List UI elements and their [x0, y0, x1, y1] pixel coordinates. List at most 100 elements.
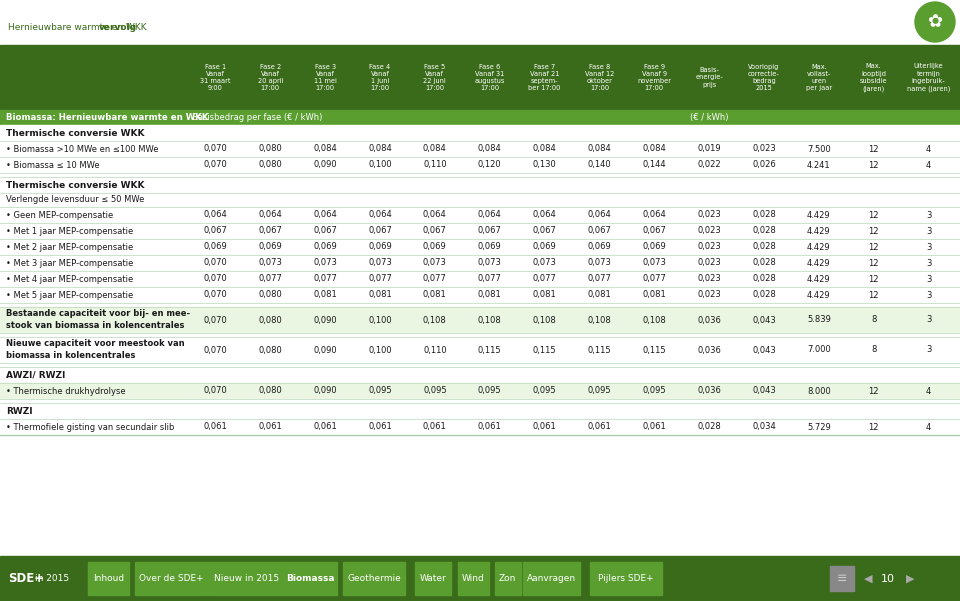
Text: 0,095: 0,095 [423, 386, 446, 395]
Text: 4: 4 [926, 386, 931, 395]
Text: Nieuwe capaciteit voor meestook van: Nieuwe capaciteit voor meestook van [6, 340, 184, 349]
Text: 0,120: 0,120 [478, 160, 501, 169]
Text: 0,028: 0,028 [752, 242, 776, 251]
Bar [0, 363, 960, 367]
Text: 0,067: 0,067 [313, 227, 337, 236]
Text: 0,067: 0,067 [642, 227, 666, 236]
Text: 3: 3 [925, 316, 931, 325]
Bar [458, 562, 489, 595]
Text: 0,061: 0,061 [368, 423, 392, 432]
Text: 12: 12 [869, 275, 879, 284]
Text: 4: 4 [926, 144, 931, 153]
Text: 8: 8 [871, 316, 876, 325]
Text: • Thermische drukhydrolyse: • Thermische drukhydrolyse [6, 386, 126, 395]
Text: 0,108: 0,108 [478, 316, 501, 325]
Bar [0, 141, 960, 157]
Text: 0,067: 0,067 [423, 227, 446, 236]
Text: 0,073: 0,073 [258, 258, 282, 267]
Text: Geothermie: Geothermie [348, 574, 401, 583]
Bar [88, 562, 130, 595]
Text: ≡: ≡ [837, 572, 848, 585]
Text: Fase 3
Vanaf
11 mei
17:00: Fase 3 Vanaf 11 mei 17:00 [314, 64, 337, 91]
Text: 0,026: 0,026 [752, 160, 776, 169]
Text: Fase 4
Vanaf
1 juni
17:00: Fase 4 Vanaf 1 juni 17:00 [370, 64, 391, 91]
Text: 0,144: 0,144 [642, 160, 666, 169]
Text: Fase 2
Vanaf
20 april
17:00: Fase 2 Vanaf 20 april 17:00 [257, 64, 283, 91]
Text: Fase 8
Vanaf 12
oktober
17:00: Fase 8 Vanaf 12 oktober 17:00 [585, 64, 614, 91]
Text: 0,108: 0,108 [423, 316, 446, 325]
Text: 5.839: 5.839 [807, 316, 830, 325]
Text: 0,061: 0,061 [423, 423, 446, 432]
Bar [495, 562, 520, 595]
Text: Fase 5
Vanaf
22 juni
17:00: Fase 5 Vanaf 22 juni 17:00 [423, 64, 446, 91]
Text: 0,084: 0,084 [588, 144, 612, 153]
Text: 0,028: 0,028 [752, 227, 776, 236]
Text: 3: 3 [925, 210, 931, 219]
Text: 0,061: 0,061 [478, 423, 501, 432]
Bar [0, 223, 960, 239]
Text: 0,081: 0,081 [368, 290, 392, 299]
Text: 0,069: 0,069 [533, 242, 557, 251]
Text: 0,069: 0,069 [204, 242, 228, 251]
Text: 12: 12 [869, 290, 879, 299]
Text: Inhoud: Inhoud [93, 574, 124, 583]
Bar [415, 562, 451, 595]
Text: 0,067: 0,067 [588, 227, 612, 236]
Bar [0, 45, 960, 110]
Text: 3: 3 [925, 346, 931, 355]
Text: 0,070: 0,070 [204, 160, 228, 169]
Bar [0, 239, 960, 255]
Text: 0,081: 0,081 [423, 290, 446, 299]
Bar [0, 333, 960, 337]
Text: 0,023: 0,023 [697, 227, 721, 236]
Text: Thermische conversie WKK: Thermische conversie WKK [6, 129, 145, 138]
Text: 4.429: 4.429 [807, 290, 830, 299]
Bar [523, 562, 580, 595]
Text: 12: 12 [869, 386, 879, 395]
Bar [135, 562, 207, 595]
Text: 0,019: 0,019 [697, 144, 721, 153]
Text: 0,064: 0,064 [423, 210, 446, 219]
Text: 0,077: 0,077 [368, 275, 392, 284]
Bar [830, 566, 854, 591]
Text: 0,084: 0,084 [642, 144, 666, 153]
Text: 0,073: 0,073 [588, 258, 612, 267]
Text: 0,084: 0,084 [313, 144, 337, 153]
Text: 3: 3 [925, 275, 931, 284]
Bar [0, 255, 960, 271]
Text: (€ / kWh): (€ / kWh) [690, 113, 729, 122]
Text: 0,028: 0,028 [752, 258, 776, 267]
Text: 4.429: 4.429 [807, 210, 830, 219]
Circle shape [915, 2, 955, 42]
Text: 0,073: 0,073 [533, 258, 557, 267]
Text: 12: 12 [869, 144, 879, 153]
Text: 5.729: 5.729 [807, 423, 830, 432]
Text: 4: 4 [926, 160, 931, 169]
Text: Aanvragen: Aanvragen [527, 574, 576, 583]
Text: 0,130: 0,130 [533, 160, 557, 169]
Text: Fase 9
Vanaf 9
november
17:00: Fase 9 Vanaf 9 november 17:00 [637, 64, 671, 91]
Bar [0, 193, 960, 207]
Text: Max.
vollast-
uren
per jaar: Max. vollast- uren per jaar [805, 64, 832, 91]
Text: 3: 3 [925, 258, 931, 267]
Text: Voorlopig
correctie-
bedrag
2015: Voorlopig correctie- bedrag 2015 [748, 64, 780, 91]
Text: Max.
looptijd
subsidie
(jaren): Max. looptijd subsidie (jaren) [860, 63, 887, 91]
Text: RWZI: RWZI [6, 406, 33, 415]
Text: 12: 12 [869, 423, 879, 432]
Text: 0,043: 0,043 [752, 386, 776, 395]
Text: in 2015: in 2015 [35, 574, 69, 583]
Text: 0,077: 0,077 [588, 275, 612, 284]
Text: 0,061: 0,061 [313, 423, 337, 432]
Text: 0,081: 0,081 [478, 290, 501, 299]
Text: SDE+: SDE+ [8, 572, 44, 585]
Text: 0,108: 0,108 [533, 316, 557, 325]
Text: 0,077: 0,077 [642, 275, 666, 284]
Text: Biomassa: Hernieuwbare warmte en WKK: Biomassa: Hernieuwbare warmte en WKK [6, 113, 208, 122]
Text: 0,140: 0,140 [588, 160, 612, 169]
Bar [0, 207, 960, 223]
Text: Thermische conversie WKK: Thermische conversie WKK [6, 180, 145, 189]
Text: 0,115: 0,115 [642, 346, 666, 355]
Text: Basis-
energie-
prijs: Basis- energie- prijs [695, 67, 723, 88]
Text: Hernieuwbare warmte en WKK: Hernieuwbare warmte en WKK [8, 23, 150, 32]
Text: 0,064: 0,064 [313, 210, 337, 219]
